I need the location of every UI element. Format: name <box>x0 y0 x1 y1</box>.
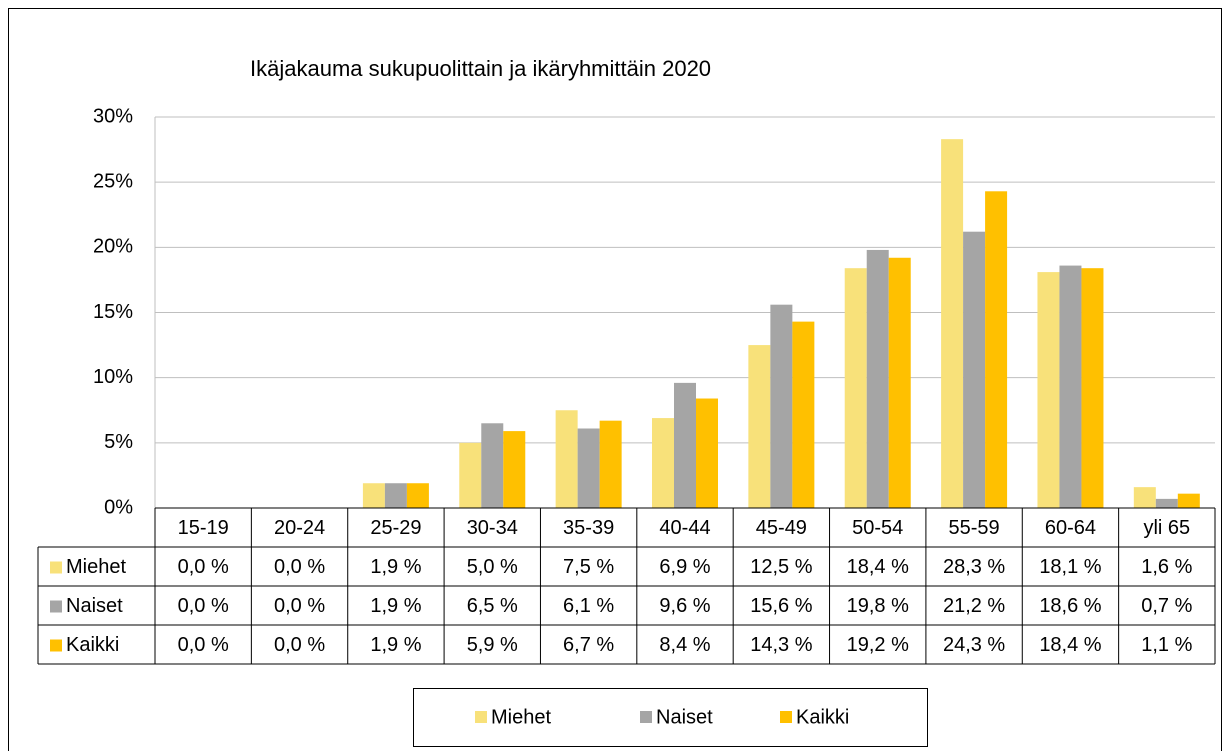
x-tick-label: 30-34 <box>467 517 518 539</box>
bar <box>555 410 578 508</box>
bar <box>384 483 407 508</box>
table-value: 12,5 % <box>750 556 812 578</box>
bar <box>888 257 911 508</box>
table-value: 0,0 % <box>274 556 325 578</box>
bar <box>577 428 600 508</box>
chart-border <box>8 8 1222 751</box>
table-series-name: Miehet <box>66 556 126 578</box>
table-value: 18,4 % <box>1039 634 1101 656</box>
table-value: 1,9 % <box>370 595 421 617</box>
table-value: 19,2 % <box>847 634 909 656</box>
table-value: 1,9 % <box>370 556 421 578</box>
table-value: 9,6 % <box>659 595 710 617</box>
y-tick-label: 30% <box>93 105 133 127</box>
y-tick-label: 0% <box>104 496 133 518</box>
legend-label: Miehet <box>491 706 551 728</box>
table-value: 5,9 % <box>467 634 518 656</box>
bar <box>481 423 504 508</box>
bar <box>1081 268 1104 508</box>
legend-key <box>780 711 792 723</box>
x-tick-label: 15-19 <box>178 517 229 539</box>
x-tick-label: 40-44 <box>659 517 710 539</box>
table-value: 15,6 % <box>750 595 812 617</box>
bar <box>362 483 385 508</box>
legend-key <box>50 639 62 652</box>
table-value: 14,3 % <box>750 634 812 656</box>
bar <box>941 139 964 508</box>
table-value: 6,5 % <box>467 595 518 617</box>
bar <box>1037 272 1060 508</box>
y-tick-label: 20% <box>93 236 133 258</box>
table-value: 0,0 % <box>178 634 229 656</box>
table-value: 19,8 % <box>847 595 909 617</box>
y-tick-label: 10% <box>93 366 133 388</box>
bar <box>1059 265 1082 508</box>
table-value: 21,2 % <box>943 595 1005 617</box>
table-value: 8,4 % <box>659 634 710 656</box>
x-tick-label: 35-39 <box>563 517 614 539</box>
bar <box>792 321 815 508</box>
table-value: 6,1 % <box>563 595 614 617</box>
legend-key <box>640 711 652 723</box>
y-tick-label: 25% <box>93 170 133 192</box>
bar <box>1133 487 1156 508</box>
legend-box <box>413 688 928 747</box>
table-value: 18,4 % <box>847 556 909 578</box>
bar <box>696 398 718 508</box>
bar <box>459 442 482 508</box>
table-value: 0,0 % <box>274 634 325 656</box>
legend-key <box>475 711 487 723</box>
table-value: 18,6 % <box>1039 595 1101 617</box>
x-tick-label: 60-64 <box>1045 517 1096 539</box>
bar <box>770 304 793 508</box>
bar <box>1155 498 1178 508</box>
table-value: 0,0 % <box>178 556 229 578</box>
legend-label: Naiset <box>656 706 713 728</box>
table-value: 18,1 % <box>1039 556 1101 578</box>
bar <box>985 191 1008 509</box>
table-value: 0,7 % <box>1141 595 1192 617</box>
table-value: 5,0 % <box>467 556 518 578</box>
table-value: 24,3 % <box>943 634 1005 656</box>
bar <box>503 431 526 508</box>
x-tick-label: 20-24 <box>274 517 325 539</box>
table-value: 6,7 % <box>563 634 614 656</box>
legend-key <box>50 561 62 574</box>
table-value: 6,9 % <box>659 556 710 578</box>
bar <box>1177 493 1200 508</box>
table-value: 1,6 % <box>1141 556 1192 578</box>
bar <box>599 420 622 508</box>
x-tick-label: 50-54 <box>852 517 903 539</box>
table-series-name: Naiset <box>66 595 123 617</box>
table-value: 0,0 % <box>274 595 325 617</box>
bar <box>674 382 696 508</box>
bar <box>406 483 429 508</box>
bar <box>963 231 986 508</box>
bar <box>866 249 889 508</box>
y-tick-label: 5% <box>104 431 133 453</box>
x-tick-label: yli 65 <box>1143 517 1190 539</box>
table-value: 1,9 % <box>370 634 421 656</box>
bar <box>748 345 771 508</box>
x-tick-label: 55-59 <box>949 517 1000 539</box>
y-tick-label: 15% <box>93 301 133 323</box>
bar <box>844 268 867 508</box>
chart-title: Ikäjakauma sukupuolittain ja ikäryhmittä… <box>250 56 711 81</box>
bar <box>652 418 674 508</box>
table-value: 7,5 % <box>563 556 614 578</box>
table-series-name: Kaikki <box>66 634 119 656</box>
legend-key <box>50 600 62 613</box>
table-value: 1,1 % <box>1141 634 1192 656</box>
x-tick-label: 25-29 <box>370 517 421 539</box>
table-value: 0,0 % <box>178 595 229 617</box>
x-tick-label: 45-49 <box>756 517 807 539</box>
table-value: 28,3 % <box>943 556 1005 578</box>
legend-label: Kaikki <box>796 706 849 728</box>
